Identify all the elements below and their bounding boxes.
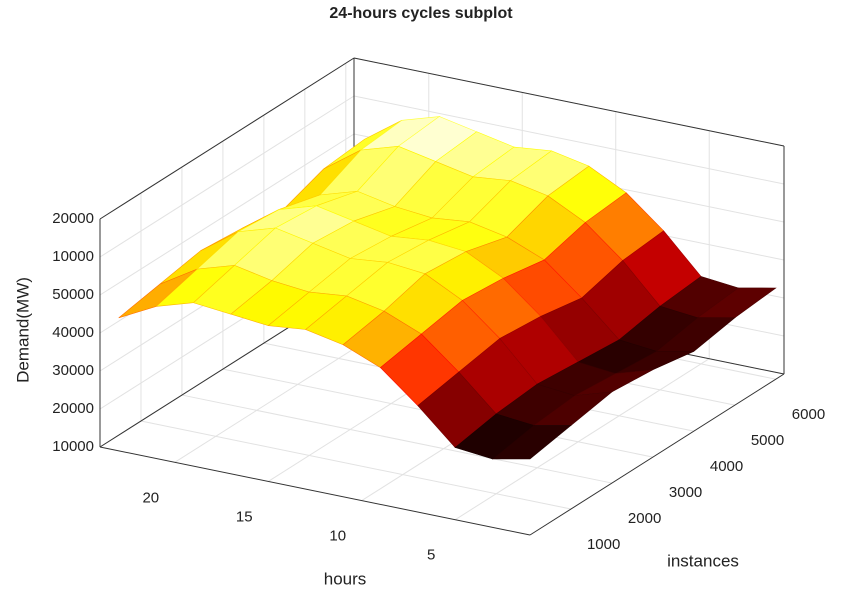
- y-tick-label: 3000: [669, 484, 702, 501]
- chart-title: 24-hours cycles subplot: [329, 5, 513, 22]
- axis-box: [529, 373, 785, 536]
- z-tick-label: 50000: [52, 286, 94, 303]
- z-tick-label: 30000: [52, 362, 94, 379]
- x-tick-label: 20: [142, 489, 159, 506]
- y-tick-label: 6000: [792, 406, 825, 423]
- y-tick-label: 2000: [628, 510, 661, 527]
- z-tick-label: 20000: [52, 210, 94, 227]
- grid-line: [353, 95, 785, 185]
- grid-line: [140, 420, 572, 510]
- grid-line: [99, 133, 355, 296]
- axis-box: [99, 446, 531, 536]
- y-tick-label: 1000: [587, 536, 620, 553]
- x-tick-label: 15: [236, 508, 253, 525]
- z-tick-label: 10000: [52, 248, 94, 265]
- y-tick-label: 5000: [751, 432, 784, 449]
- axis-box: [353, 57, 785, 147]
- x-tick-label: 10: [329, 528, 346, 545]
- x-axis-label: hours: [324, 569, 367, 588]
- z-tick-label: 20000: [52, 400, 94, 417]
- z-tick-label: 10000: [52, 438, 94, 455]
- grid-line: [99, 95, 355, 258]
- axis-box: [99, 57, 355, 220]
- z-axis-label: Demand(MW): [13, 277, 32, 383]
- surface-patch: [491, 425, 572, 460]
- grid-line: [454, 358, 710, 521]
- grid-line: [181, 394, 613, 484]
- y-axis-label: instances: [667, 551, 739, 570]
- y-tick-label: 4000: [710, 458, 743, 475]
- x-tick-label: 5: [427, 547, 435, 564]
- z-tick-label: 40000: [52, 324, 94, 341]
